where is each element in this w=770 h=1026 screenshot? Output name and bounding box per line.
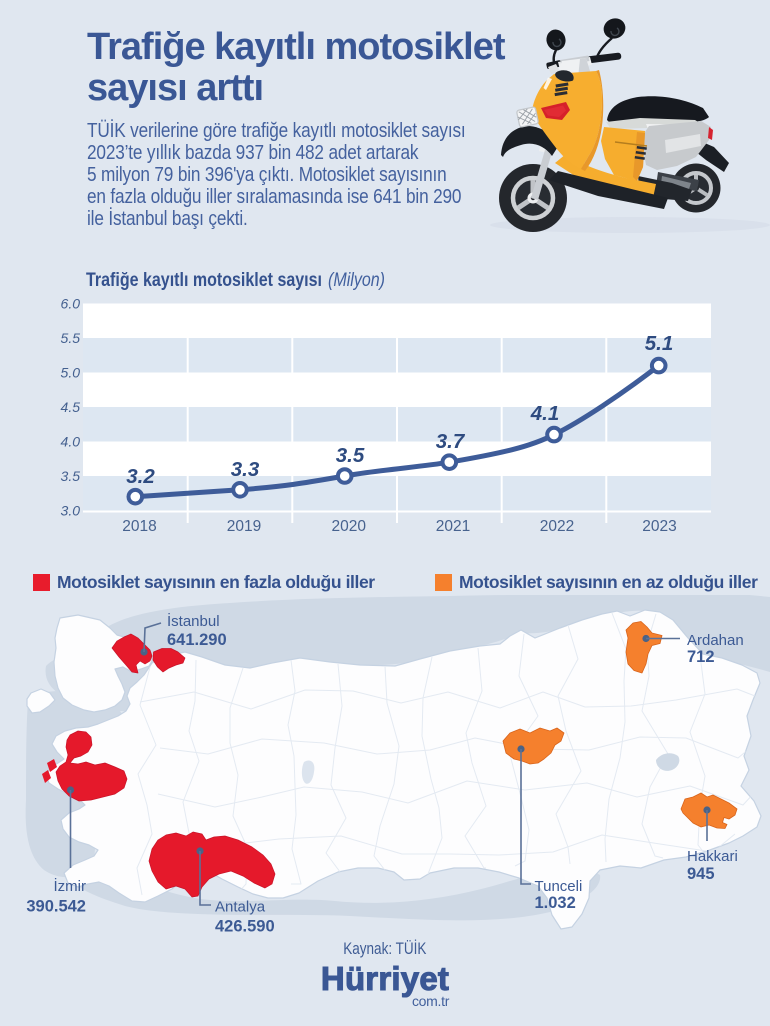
svg-text:641.290: 641.290 — [167, 631, 227, 649]
svg-text:Antalya: Antalya — [215, 899, 266, 916]
svg-text:4.5: 4.5 — [61, 399, 81, 415]
svg-text:2020: 2020 — [331, 518, 366, 535]
svg-text:3.3: 3.3 — [231, 458, 260, 481]
svg-text:1.032: 1.032 — [535, 894, 576, 912]
svg-text:3.7: 3.7 — [436, 430, 466, 453]
svg-text:390.542: 390.542 — [26, 898, 86, 916]
svg-text:(Milyon): (Milyon) — [328, 270, 385, 291]
svg-text:İstanbul: İstanbul — [167, 612, 220, 630]
svg-text:2019: 2019 — [227, 518, 261, 535]
svg-text:426.590: 426.590 — [215, 918, 275, 936]
svg-text:6.0: 6.0 — [61, 296, 81, 312]
svg-text:Ardahan: Ardahan — [687, 632, 744, 649]
svg-text:3.0: 3.0 — [61, 503, 81, 519]
svg-text:2023: 2023 — [642, 518, 676, 535]
svg-text:Tunceli: Tunceli — [535, 878, 583, 895]
svg-text:4.1: 4.1 — [530, 402, 560, 425]
svg-text:712: 712 — [687, 648, 715, 666]
svg-text:3.5: 3.5 — [336, 444, 365, 467]
svg-text:2018: 2018 — [122, 518, 156, 535]
svg-text:2021: 2021 — [436, 518, 470, 535]
svg-text:945: 945 — [687, 865, 715, 883]
svg-text:5.0: 5.0 — [61, 365, 81, 381]
svg-text:4.0: 4.0 — [61, 434, 81, 450]
svg-text:3.5: 3.5 — [61, 468, 81, 484]
svg-text:3.2: 3.2 — [126, 465, 155, 488]
svg-text:2022: 2022 — [540, 518, 574, 535]
svg-text:Trafiğe kayıtlı motosiklet say: Trafiğe kayıtlı motosiklet sayısı — [86, 270, 322, 291]
svg-text:Hakkari: Hakkari — [687, 848, 738, 865]
svg-text:İzmir: İzmir — [54, 877, 87, 895]
svg-text:5.5: 5.5 — [61, 330, 81, 346]
svg-text:5.1: 5.1 — [645, 332, 674, 355]
